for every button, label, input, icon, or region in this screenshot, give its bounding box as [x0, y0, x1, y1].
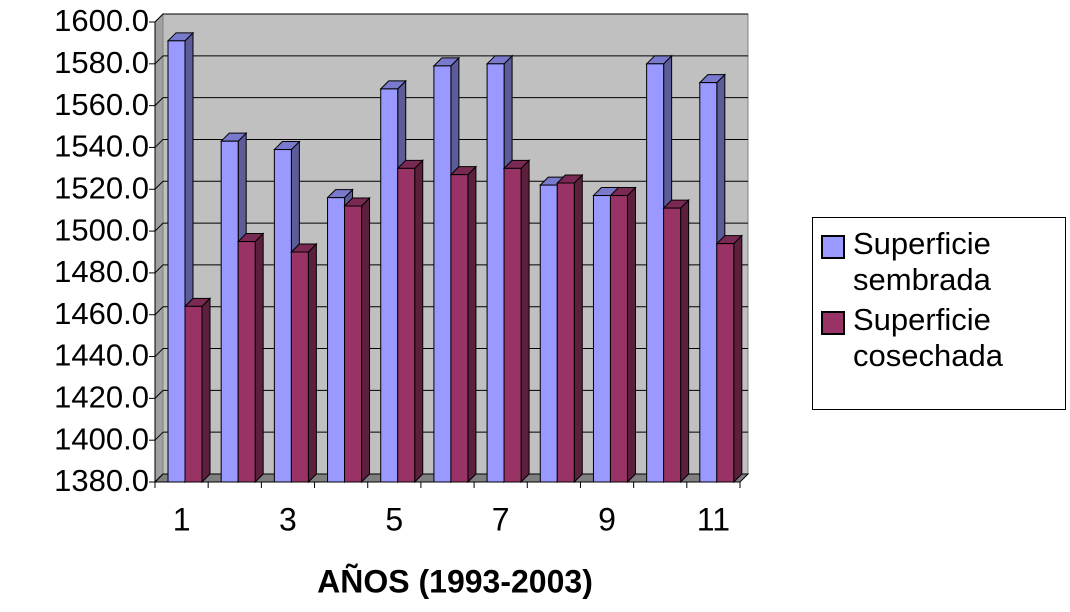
grid-line-side [154, 348, 164, 357]
bar [183, 297, 212, 484]
bar-front [167, 40, 186, 483]
bar-side [254, 232, 264, 484]
bar-front [609, 195, 628, 483]
bar [609, 186, 637, 484]
bar [556, 173, 584, 484]
y-tick-label: 1600.0 [54, 3, 149, 38]
x-tick-label: 3 [279, 501, 297, 537]
y-tick-label: 1520.0 [54, 170, 149, 205]
bar [290, 242, 318, 484]
bar-side [201, 297, 211, 484]
bar-side [414, 159, 424, 484]
bar-front [646, 63, 665, 483]
y-tick-label: 1580.0 [54, 45, 149, 80]
grid-line-side [154, 473, 164, 483]
bar-front [503, 167, 522, 483]
bar [396, 159, 424, 484]
bar-front [184, 305, 203, 483]
bar-side [467, 165, 477, 484]
bar-side [680, 198, 690, 484]
legend-item: Superficie sembrada [821, 226, 1059, 298]
grid-line-side [154, 13, 164, 23]
y-tick-label: 1420.0 [54, 380, 149, 415]
bar-front [450, 174, 469, 483]
x-tick-label: 9 [598, 501, 616, 537]
bar-front [273, 149, 292, 483]
legend-swatch [821, 235, 845, 259]
grid-line-side [154, 180, 164, 190]
grid-line-side [154, 97, 164, 106]
x-axis-title: AÑOS (1993-2003) [317, 563, 593, 599]
grid-line-side [154, 55, 164, 65]
legend-label: Superficie sembrada [853, 226, 991, 297]
bar [449, 165, 478, 484]
bar-front [433, 65, 452, 483]
grid-line-side [154, 306, 164, 316]
bar-front [716, 243, 735, 483]
y-tick-label: 1380.0 [54, 463, 149, 498]
bar-front [699, 82, 718, 483]
bar-side [733, 234, 743, 484]
y-tick-label: 1500.0 [54, 212, 149, 247]
bar-front [486, 63, 505, 483]
grid-line-side [154, 222, 164, 232]
bar-front [237, 241, 256, 483]
bar-front [663, 207, 682, 483]
bar-side [307, 242, 317, 484]
bar-side [520, 159, 530, 484]
bar-front [290, 251, 309, 483]
y-tick-label: 1480.0 [54, 254, 149, 289]
legend-swatch [821, 311, 845, 335]
x-tick-label: 7 [492, 501, 510, 537]
y-tick-label: 1560.0 [54, 87, 149, 122]
bar-front [397, 167, 416, 483]
legend: Superficie sembrada Superficie cosechada [812, 217, 1066, 410]
x-tick-label: 11 [697, 501, 730, 537]
bar [502, 159, 531, 484]
side-wall [154, 12, 164, 484]
bar [236, 232, 265, 484]
bar-front [556, 182, 575, 483]
x-tick-label: 5 [385, 501, 403, 537]
bar-side [361, 196, 371, 484]
grid-line-side [154, 390, 164, 399]
legend-label: Superficie cosechada [853, 302, 1003, 373]
bar-side [626, 186, 636, 484]
grid-line-side [154, 264, 164, 274]
y-tick-label: 1460.0 [54, 296, 149, 331]
legend-item: Superficie cosechada [821, 302, 1059, 374]
bar-front [539, 184, 558, 483]
bar [343, 196, 371, 484]
grid-line-side [154, 139, 164, 148]
bar [715, 234, 744, 484]
bar-front [327, 197, 346, 483]
x-tick-label: 1 [173, 501, 191, 537]
bar-front [592, 195, 611, 483]
bar-front [344, 205, 363, 483]
bar [662, 198, 690, 484]
y-tick-label: 1400.0 [54, 421, 149, 456]
grid-line-side [154, 431, 164, 441]
bar-front [220, 140, 239, 483]
bar-side [573, 173, 583, 484]
y-tick-label: 1440.0 [54, 338, 149, 373]
bar-front [380, 88, 399, 483]
y-tick-label: 1540.0 [54, 129, 149, 164]
